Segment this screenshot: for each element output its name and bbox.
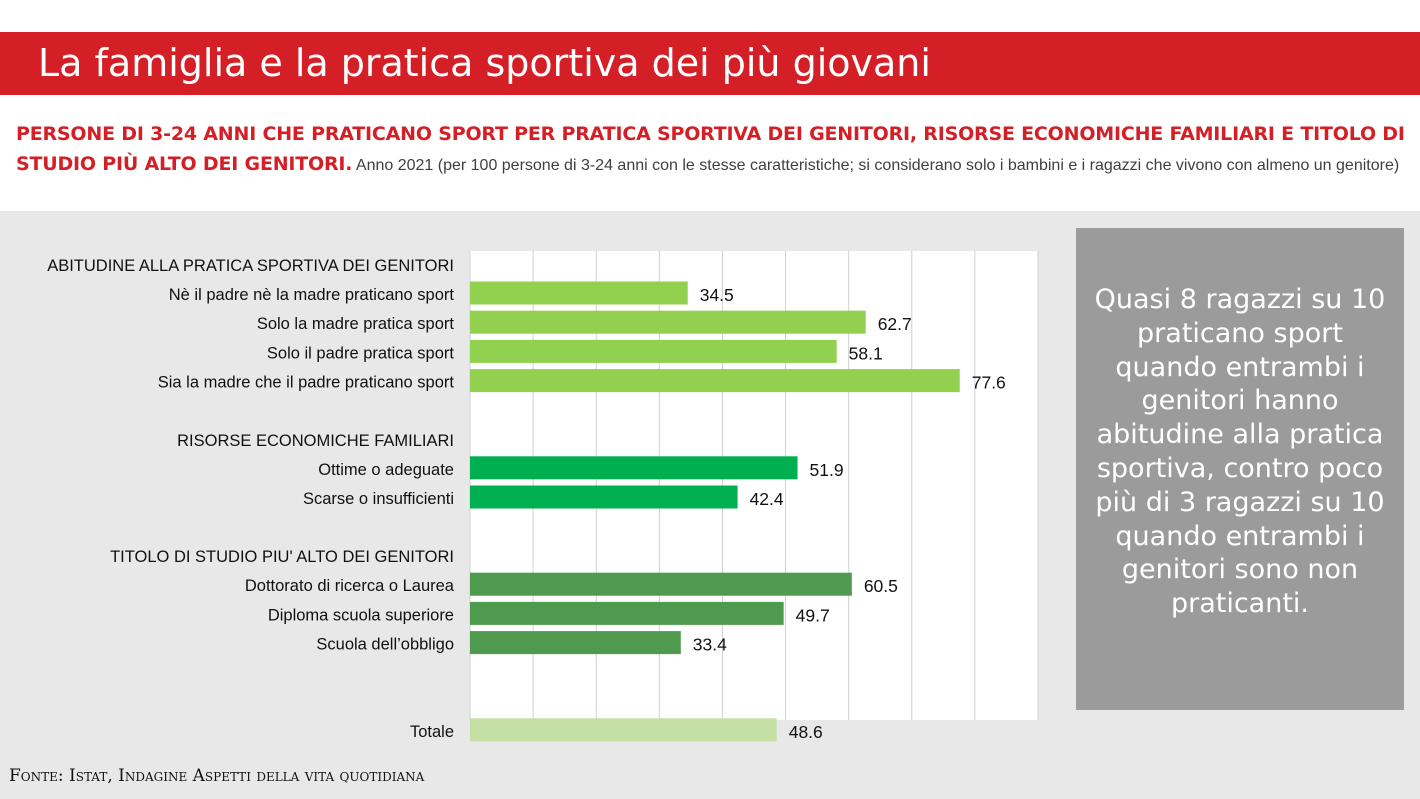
bar-chart: ABITUDINE ALLA PRATICA SPORTIVA DEI GENI… [47,251,1039,742]
bar [470,572,852,596]
category-label: Scuola dell’obbligo [316,636,454,654]
data-label: 58.1 [849,343,883,363]
data-label: 48.6 [789,722,823,742]
data-label: 34.5 [700,285,734,305]
bar [470,339,837,363]
section-label: ABITUDINE ALLA PRATICA SPORTIVA DEI GENI… [47,257,454,275]
bar [470,485,738,509]
category-label: Solo il padre pratica sport [267,344,455,362]
category-label: Sia la madre che il padre praticano spor… [158,374,455,392]
category-label: Dottorato di ricerca o Laurea [245,577,455,595]
subtitle-note: Anno 2021 (per 100 persone di 3-24 anni … [352,157,1400,174]
subtitle-heading: PERSONE DI 3-24 ANNI CHE PRATICANO SPORT… [16,123,1405,175]
callout-text: Quasi 8 ragazzi su 10 praticano sport qu… [1094,284,1386,620]
bar [470,601,784,625]
source-note: Fonte: Istat, Indagine Aspetti della vit… [9,766,425,786]
bar [470,281,688,305]
data-label: 51.9 [810,460,844,480]
data-label: 49.7 [796,605,830,625]
chart-subtitle: PERSONE DI 3-24 ANNI CHE PRATICANO SPORT… [16,120,1406,180]
category-label: Ottime o adeguate [318,461,454,479]
section-label: RISORSE ECONOMICHE FAMILIARI [177,432,454,450]
data-label: 77.6 [972,373,1006,393]
category-label: Solo la madre pratica sport [257,315,455,333]
category-label: Scarse o insufficienti [303,490,454,508]
bar [470,369,960,393]
category-label: Nè il padre nè la madre praticano sport [169,286,455,304]
callout-box: Quasi 8 ragazzi su 10 praticano sport qu… [1076,228,1404,710]
bar [470,456,798,480]
data-label: 33.4 [693,635,727,655]
category-label: Diploma scuola superiore [268,606,454,624]
bar [470,718,777,742]
data-label: 60.5 [864,576,898,596]
page-title: La famiglia e la pratica sportiva dei pi… [38,41,931,85]
chart-panel: ABITUDINE ALLA PRATICA SPORTIVA DEI GENI… [0,211,1420,799]
section-label: TITOLO DI STUDIO PIU' ALTO DEI GENITORI [110,548,454,566]
bar [470,310,866,334]
data-label: 62.7 [878,314,912,334]
bar [470,631,681,655]
category-label: Totale [410,723,454,741]
title-banner: La famiglia e la pratica sportiva dei pi… [0,32,1420,95]
data-label: 42.4 [750,489,784,509]
